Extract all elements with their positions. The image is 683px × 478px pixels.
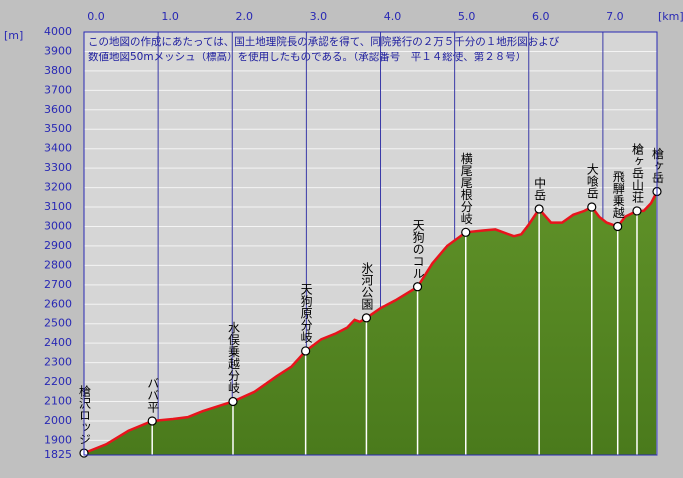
- y-tick-label: 2200: [44, 375, 72, 388]
- waypoint-label: ババ平: [146, 377, 160, 413]
- y-tick-label: 2700: [44, 278, 72, 291]
- annotation: 数値地図50mメッシュ（標高）を使用したものである。（承認番号 平１４総使、第２…: [88, 50, 526, 63]
- waypoint-label: 水俣乗越分岐: [226, 321, 240, 393]
- plot-border: [83, 31, 658, 456]
- y-tick-label: 3300: [44, 161, 72, 174]
- x-tick-label: 1.0: [161, 10, 179, 23]
- y-tick-label: 4000: [44, 25, 72, 38]
- y-tick-label: 3400: [44, 142, 72, 155]
- waypoint: [461, 227, 471, 237]
- waypoint-label: 槍ヶ岳山荘: [630, 141, 644, 203]
- y-axis-label: [m]: [4, 29, 23, 42]
- waypoint: [613, 221, 623, 232]
- x-tick-label: 0.0: [87, 10, 105, 23]
- waypoint: [632, 206, 642, 216]
- waypoint: [412, 282, 423, 292]
- annotation: この地図の作成にあたっては、国土地理院長の承認を得て、同院発行の２万５千分の１地…: [88, 35, 560, 48]
- y-tick-label: 2900: [44, 239, 72, 252]
- y-tick-label: 3900: [44, 44, 72, 57]
- y-tick-label: 3700: [44, 83, 72, 96]
- y-tick-label: 3600: [44, 103, 72, 116]
- area: [84, 191, 657, 455]
- y-tick-label: 2100: [44, 395, 72, 408]
- waypoint-label: 横尾尾根分岐: [459, 152, 473, 224]
- y-tick-label: 2500: [44, 317, 72, 330]
- y-tick-label: 1900: [44, 433, 72, 446]
- waypoint: [147, 416, 157, 426]
- y-tick-label: 2300: [44, 356, 72, 369]
- x-axis-label: [km]: [658, 10, 683, 23]
- y-tick-label: 2000: [44, 414, 72, 427]
- y-tick-label: 3000: [44, 219, 72, 232]
- y-tick-label: 2600: [44, 297, 72, 310]
- y-tick-label: 3800: [44, 64, 72, 77]
- waypoint-label: 氷河公園: [360, 261, 374, 309]
- y-tick-label: 2800: [44, 258, 72, 271]
- x-tick-label: 7.0: [606, 10, 624, 23]
- waypoint: [361, 313, 372, 323]
- waypoint-label: 天狗原分岐: [299, 283, 313, 343]
- line: [83, 190, 659, 455]
- waypoint: [534, 204, 544, 214]
- y-tick-label: 2400: [44, 336, 72, 349]
- x-tick-label: 3.0: [310, 10, 328, 23]
- x-tick-label: 2.0: [236, 10, 254, 23]
- x-tick-label: 6.0: [532, 10, 550, 23]
- x-tick-label: 5.0: [458, 10, 476, 23]
- y-tick-label: 3500: [44, 122, 72, 135]
- y-tick-label: 3200: [44, 181, 72, 194]
- waypoint-label: 中岳: [533, 176, 547, 201]
- waypoint-label: 飛騨乗越: [611, 170, 625, 219]
- x-tick-label: 4.0: [384, 10, 402, 23]
- waypoint-label: 大喰岳: [585, 163, 599, 199]
- y-tick-label: 1825: [44, 448, 72, 461]
- waypoint-label: 天狗のコル: [411, 219, 425, 279]
- y-tick-label: 3100: [44, 200, 72, 213]
- waypoint: [228, 396, 238, 407]
- waypoint: [587, 202, 597, 212]
- waypoint: [301, 346, 311, 356]
